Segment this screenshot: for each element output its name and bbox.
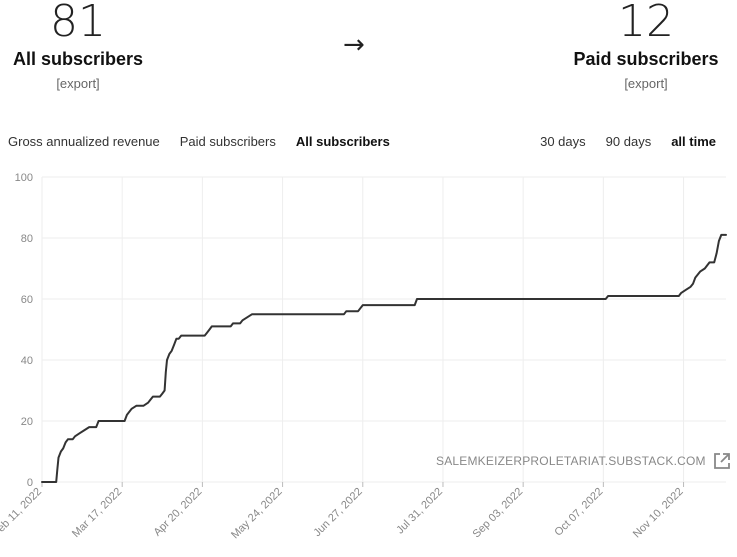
- subscriber-chart: 0 20 40 60 80 100 Feb 11, 2022 Mar 17, 2022 Apr …: [0, 160, 737, 557]
- x-tick-label: Apr 20, 2022: [151, 486, 204, 539]
- y-tick-label: 40: [21, 355, 33, 367]
- tab-all-subscribers[interactable]: All subscribers: [295, 134, 390, 149]
- x-tick-label: Mar 17, 2022: [70, 486, 124, 540]
- right-arrow-icon: →: [343, 30, 365, 60]
- tab-gross-annualized-revenue[interactable]: Gross annualized revenue: [8, 134, 160, 149]
- substack-url: SALEMKEIZERPROLETARIAT.SUBSTACK.COM: [436, 454, 706, 468]
- y-tick-label: 100: [15, 172, 33, 184]
- chart-svg: 0 20 40 60 80 100 Feb 11, 2022 Mar 17, 2022 Apr …: [0, 172, 727, 542]
- x-tick-label: Nov 10, 2022: [631, 486, 686, 541]
- range-tabs: 30 days 90 days all time: [540, 134, 716, 149]
- tab-30-days[interactable]: 30 days: [540, 134, 586, 149]
- external-link-icon: [713, 453, 730, 469]
- paid-subscribers-export-link[interactable]: [export]: [624, 76, 668, 91]
- all-subscribers-label: All subscribers: [12, 49, 144, 69]
- x-tick-label: Oct 07, 2022: [552, 486, 605, 539]
- y-tick-label: 20: [21, 416, 33, 428]
- all-subscribers-stat: 81 All subscribers [export]: [10, 0, 146, 92]
- paid-subscribers-count: 12: [618, 0, 674, 44]
- all-subscribers-export-link[interactable]: [export]: [56, 76, 100, 91]
- series-line: [41, 233, 727, 483]
- tab-90-days[interactable]: 90 days: [605, 134, 652, 149]
- y-tick-label: 60: [21, 294, 33, 306]
- x-tick-label: Feb 11, 2022: [0, 486, 44, 540]
- x-tick-label: Jul 31, 2022: [394, 486, 445, 537]
- x-tick-label: May 24, 2022: [229, 486, 285, 542]
- y-tick-label: 0: [27, 477, 33, 489]
- paid-subscribers-label: Paid subscribers: [573, 49, 719, 69]
- y-tick-label: 80: [21, 233, 33, 245]
- paid-subscribers-stat: 12 Paid subscribers [export]: [566, 0, 726, 92]
- tab-all-time[interactable]: all time: [671, 134, 716, 149]
- x-tick-label: Sep 03, 2022: [471, 486, 526, 541]
- substack-link[interactable]: SALEMKEIZERPROLETARIAT.SUBSTACK.COM: [436, 451, 732, 471]
- tab-paid-subscribers[interactable]: Paid subscribers: [179, 134, 276, 149]
- metric-tabs: Gross annualized revenue Paid subscriber…: [8, 134, 390, 149]
- all-subscribers-count: 81: [50, 0, 106, 44]
- x-tick-label: Jun 27, 2022: [311, 486, 364, 539]
